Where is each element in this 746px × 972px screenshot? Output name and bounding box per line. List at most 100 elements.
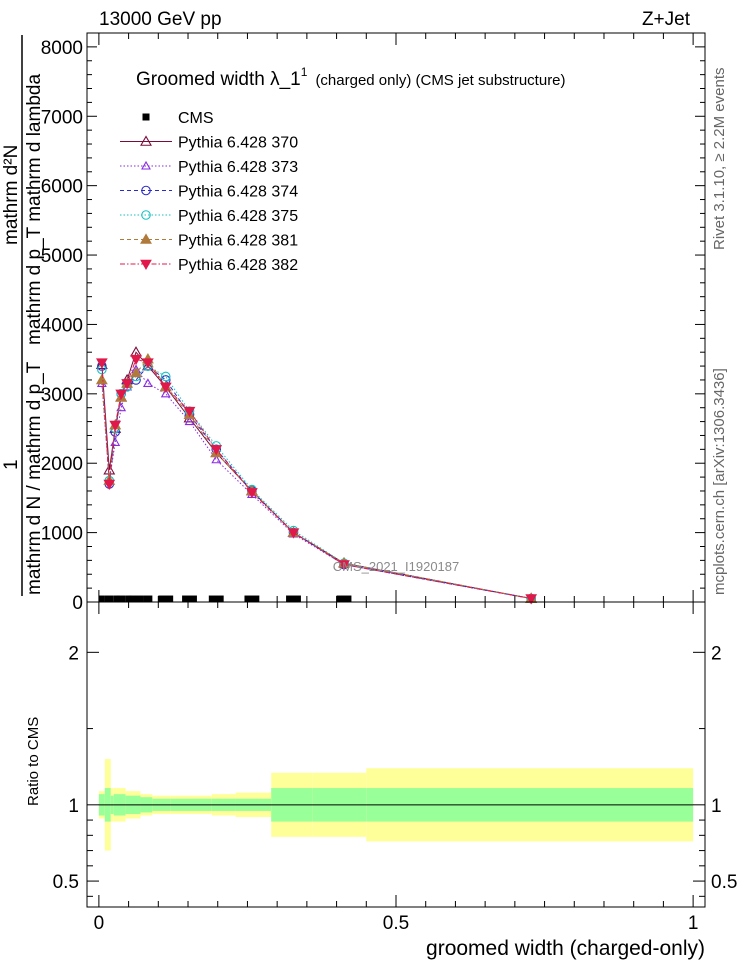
cms-point	[208, 595, 224, 602]
legend-marker	[140, 135, 152, 146]
legend-label: Pythia 6.428 375	[178, 208, 298, 225]
legend-label: Pythia 6.428 381	[178, 233, 298, 250]
legend-item-series-4: Pythia 6.428 375	[120, 208, 298, 225]
series-line	[101, 368, 532, 600]
legend-label: Pythia 6.428 370	[178, 135, 298, 152]
y-label-numerator: mathrm d²N	[1, 145, 22, 245]
ratio-tick-label-right: 0.5	[711, 872, 737, 893]
rivet-label: Rivet 3.1.10, ≥ 2.2M events	[711, 68, 728, 251]
series-point	[246, 488, 258, 499]
y-tick-label: 3000	[41, 385, 83, 406]
y-axis-label: 1 mathrm d N / mathrm d p_T mathrm d²N m…	[1, 35, 45, 596]
series-point	[95, 373, 108, 385]
series-point	[160, 371, 171, 382]
ratio-plot: 0.5 0.51 12 2 0 0.5 1 Ratio to CMS	[25, 601, 737, 934]
series-point	[142, 378, 153, 387]
legend-marker	[140, 233, 152, 244]
ratio-plot-frame	[86, 601, 706, 908]
svg-text:Groomed width λ_11(charged on: Groomed width λ_11 (charged only) (CMS je…	[136, 65, 566, 90]
x-axis-ticks: 0 0.5 1	[94, 602, 699, 934]
mcplots-label: mcplots.cern.ch [arXiv:1306.3436]	[711, 368, 728, 595]
legend: CMS Pythia 6.428 370 Pythia 6.428 373 Pythi…	[120, 110, 298, 274]
ratio-tick-label: 0.5	[53, 872, 79, 893]
y-tick-label: 0	[72, 593, 83, 614]
series-point	[287, 528, 300, 539]
x-tick-label: 1	[688, 913, 699, 934]
ratio-tick-label-right: 1	[711, 796, 722, 817]
cms-point	[244, 595, 260, 602]
y-label-denominator: mathrm d p_T mathrm d lambda	[24, 74, 45, 345]
series-point	[159, 382, 172, 393]
legend-marker	[141, 160, 151, 170]
series-4	[97, 361, 536, 604]
cms-data-layer	[98, 595, 352, 602]
y-tick-label: 1000	[41, 524, 83, 545]
legend-label: CMS	[178, 110, 214, 127]
y-tick-label: 4000	[41, 315, 83, 336]
legend-item-series-3: Pythia 6.428 374	[120, 184, 298, 201]
cms-point	[182, 595, 197, 602]
series-line	[101, 365, 532, 600]
cms-point	[98, 595, 105, 602]
x-tick-label: 0.5	[383, 913, 409, 934]
chart-title: Groomed width λ_11 (charged only) (CMS je…	[136, 65, 566, 90]
ratio-axis-ticks: 0.5 0.5 1 1 2 2	[53, 643, 737, 897]
series-2	[96, 364, 537, 603]
series-point	[211, 454, 222, 464]
series-3	[97, 361, 536, 604]
series-point	[160, 388, 171, 398]
series-point	[130, 354, 142, 366]
y-tick-label: 8000	[41, 38, 83, 59]
cms-point	[336, 595, 352, 602]
watermark: CMS_2021_I1920187	[333, 559, 460, 574]
legend-label: Pythia 6.428 374	[178, 184, 298, 201]
cms-point	[128, 595, 144, 602]
legend-marker	[140, 259, 152, 271]
legend-item-cms: CMS	[142, 110, 214, 127]
legend-item-series-5: Pythia 6.428 381	[120, 233, 298, 250]
series-point	[210, 445, 223, 456]
series-point	[525, 594, 538, 605]
title-sup: 1	[301, 65, 308, 79]
series-5	[95, 353, 538, 603]
y-label-prefix-bottom: mathrm d N / mathrm d p_T	[24, 361, 45, 595]
series-point	[338, 560, 350, 571]
y-axis-ticks: 0 1000 2000 3000 4000 5000 6000 7000 8000	[41, 38, 705, 614]
x-tick-label: 0	[94, 913, 105, 934]
y-label-prefix-top: 1	[1, 459, 22, 470]
header-right: Z+Jet	[642, 9, 691, 30]
series-point	[109, 420, 122, 432]
main-plot: 0 1000 2000 3000 4000 5000 6000 7000 8000 CMS_20…	[41, 32, 706, 614]
series-point	[115, 389, 128, 400]
legend-item-series-1: Pythia 6.428 370	[120, 135, 298, 152]
series-point	[103, 479, 116, 491]
series-point	[110, 437, 121, 446]
cms-point	[286, 595, 301, 602]
legend-label: Pythia 6.428 382	[178, 257, 298, 274]
legend-marker	[141, 210, 151, 220]
ratio-tick-label-right: 2	[711, 643, 722, 664]
cms-point	[104, 595, 114, 602]
y-tick-label: 5000	[41, 246, 83, 267]
y-tick-label: 7000	[41, 107, 83, 128]
x-axis-label: groomed width (charged-only)	[426, 937, 705, 960]
y-tick-label: 6000	[41, 177, 83, 198]
series-point	[183, 406, 196, 418]
header-left: 13000 GeV pp	[99, 9, 222, 30]
legend-item-series-6: Pythia 6.428 382	[120, 257, 298, 274]
legend-marker	[141, 185, 151, 196]
series-6	[95, 354, 538, 605]
ratio-tick-label: 1	[68, 796, 79, 817]
legend-marker	[142, 113, 150, 121]
cms-point	[143, 595, 153, 602]
ratio-tick-label: 2	[68, 643, 79, 664]
cms-point	[116, 595, 126, 602]
series-line	[101, 358, 532, 600]
title-suffix: (charged only) (CMS jet substructure)	[315, 72, 565, 89]
y-tick-label: 2000	[41, 454, 83, 475]
legend-label: Pythia 6.428 373	[178, 159, 298, 176]
series-point	[116, 402, 127, 412]
series-point	[95, 358, 108, 369]
series-point	[142, 358, 154, 369]
